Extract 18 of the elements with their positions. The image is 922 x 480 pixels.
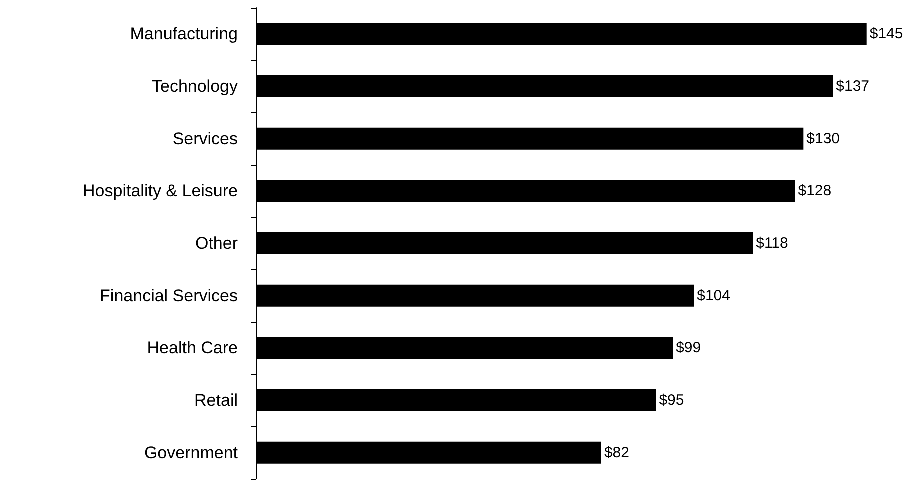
data-label: $118 [756,235,788,252]
y-tick-label: Government [144,443,238,462]
data-label: $137 [836,78,870,95]
y-tick-label: Services [172,129,238,148]
data-label: $130 [806,130,840,148]
data-label: $145 [870,26,904,43]
data-label: $99 [676,340,702,357]
y-tick-label: Technology [152,77,238,96]
data-label: $95 [659,392,684,409]
y-tick-label: Retail [194,391,238,410]
y-tick-label: Health Care [147,338,238,358]
data-label: $104 [697,287,731,304]
y-tick-label: Other [195,234,238,253]
y-tick-label: Hospitality & Leisure [83,182,238,201]
data-label: $82 [604,444,630,462]
y-tick-label: Financial Services [100,286,238,306]
y-tick-label: Manufacturing [130,24,238,44]
data-label: $128 [798,182,832,200]
